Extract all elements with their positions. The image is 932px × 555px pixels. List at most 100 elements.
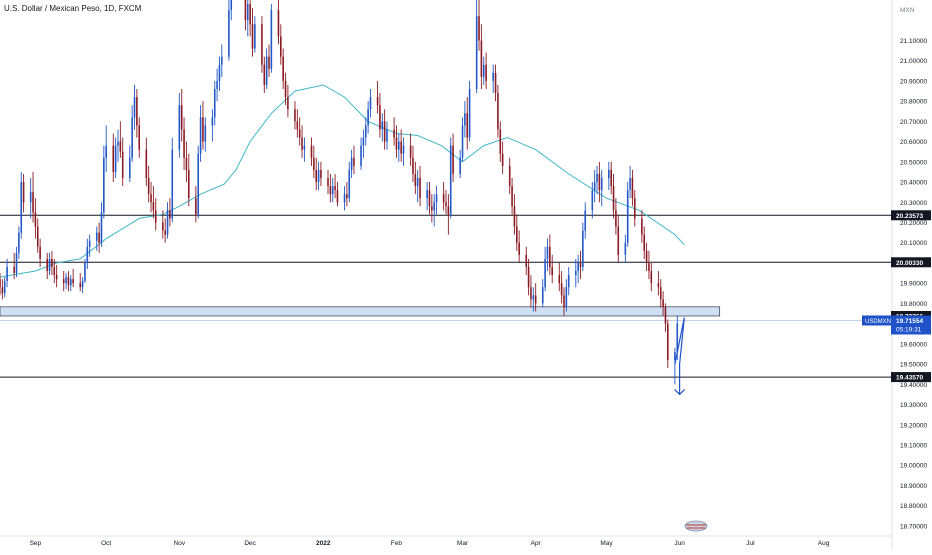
y-tick-label: 18.80000 <box>900 503 927 510</box>
candle <box>426 182 428 211</box>
x-tick-label: Jul <box>746 540 755 547</box>
candle <box>662 291 664 316</box>
candle <box>195 186 197 223</box>
candle <box>213 80 216 126</box>
y-tick-label: 19.20000 <box>900 422 927 429</box>
svg-text:20.23573: 20.23573 <box>896 213 923 220</box>
candle <box>560 271 563 304</box>
candle <box>386 121 388 150</box>
candle <box>393 117 395 146</box>
candle <box>629 165 631 199</box>
candle <box>659 279 662 308</box>
candle <box>551 254 553 284</box>
candle <box>216 68 218 102</box>
candle <box>171 137 174 223</box>
candle <box>497 84 499 138</box>
candle <box>482 56 485 85</box>
candle <box>18 226 20 259</box>
candle <box>282 48 284 89</box>
candle <box>230 0 233 21</box>
candle <box>178 93 181 158</box>
candle <box>36 218 39 253</box>
candle <box>449 137 452 219</box>
x-tick-label: Apr <box>531 540 542 547</box>
candle <box>162 210 164 239</box>
candle <box>315 157 318 191</box>
y-tick-label: 18.90000 <box>900 483 927 490</box>
candle <box>584 202 587 239</box>
candle <box>202 101 204 150</box>
candle <box>591 182 594 219</box>
candle <box>515 214 518 251</box>
candle <box>138 117 141 158</box>
candle <box>336 182 339 207</box>
candle <box>128 145 131 183</box>
candle <box>147 165 150 203</box>
candle <box>419 165 421 207</box>
candle <box>51 250 53 276</box>
candle <box>459 149 461 178</box>
candle <box>131 105 133 162</box>
candle <box>0 273 1 296</box>
candle <box>313 145 315 178</box>
candle <box>6 258 8 288</box>
y-tick-label: 20.80000 <box>900 99 927 106</box>
candle <box>431 194 433 223</box>
candle <box>364 117 367 146</box>
candle <box>263 56 266 94</box>
candle <box>268 44 270 77</box>
candle <box>530 275 532 308</box>
candle <box>428 182 431 215</box>
candle <box>565 279 568 312</box>
candle <box>667 319 669 369</box>
candle <box>32 171 34 223</box>
candle <box>329 173 332 203</box>
candle <box>3 277 6 298</box>
candle <box>350 149 353 178</box>
candle <box>447 194 450 235</box>
candle <box>600 169 603 207</box>
candle <box>400 129 402 162</box>
moving-average-line <box>0 84 685 278</box>
candle <box>480 24 483 89</box>
y-tick-label: 19.30000 <box>900 402 927 409</box>
candle <box>343 186 346 211</box>
candle <box>501 141 504 174</box>
candle <box>204 117 207 152</box>
y-tick-label: 20.60000 <box>900 139 927 146</box>
candle <box>249 0 251 37</box>
candle <box>164 218 166 243</box>
candle <box>567 266 570 296</box>
candle <box>67 271 70 292</box>
candle <box>664 303 667 332</box>
candle <box>199 105 202 162</box>
candle <box>39 238 41 267</box>
candle <box>579 250 582 280</box>
candle <box>409 133 412 166</box>
y-tick-label: 19.90000 <box>900 281 927 288</box>
candle <box>246 0 249 37</box>
candle <box>541 279 544 308</box>
candle <box>154 198 157 231</box>
candle <box>376 80 379 114</box>
candle <box>301 125 303 158</box>
candle <box>346 182 348 207</box>
candle <box>55 264 58 288</box>
candle <box>185 141 188 183</box>
candle <box>270 4 273 73</box>
candle <box>81 277 84 294</box>
candle <box>641 210 643 243</box>
candle <box>558 262 561 292</box>
candle <box>626 182 629 247</box>
candle <box>15 246 18 278</box>
y-tick-label: 20.30000 <box>900 200 927 207</box>
candle <box>331 177 334 203</box>
candle <box>532 287 535 312</box>
y-tick-label: 19.40000 <box>900 382 927 389</box>
candle <box>624 234 627 263</box>
candle <box>461 117 464 162</box>
candle <box>145 137 148 187</box>
level-price-tag: 20.00330 <box>891 257 931 268</box>
